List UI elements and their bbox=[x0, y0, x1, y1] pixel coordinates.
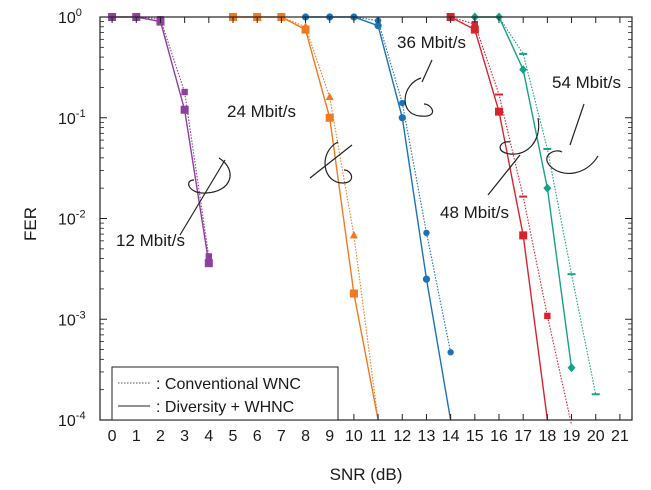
series-solid-marker-4-4 bbox=[567, 363, 576, 373]
series-solid-marker-2-4 bbox=[398, 114, 406, 122]
x-tick-label-10: 10 bbox=[345, 428, 363, 445]
annotation-label-3: 48 Mbit/s bbox=[440, 203, 509, 222]
x-tick-label-4: 4 bbox=[204, 428, 213, 445]
annotation-bracket-0 bbox=[188, 157, 231, 194]
x-tick-label-12: 12 bbox=[393, 428, 411, 445]
series-solid-marker-2-5 bbox=[422, 275, 431, 283]
series-dotted-line-3 bbox=[450, 16, 573, 425]
annotation-bracket-3 bbox=[499, 117, 540, 155]
series-solid-marker-3-3 bbox=[519, 231, 528, 240]
series-dotted-marker-0-4 bbox=[205, 253, 213, 260]
x-tick-label-11: 11 bbox=[370, 428, 387, 445]
y-tick-label-0: 100 bbox=[58, 7, 82, 27]
legend-label-diversity: : Diversity + WHNC bbox=[156, 399, 294, 416]
series-solid-marker-0-3 bbox=[180, 105, 189, 114]
annotation-label-1: 24 Mbit/s bbox=[227, 102, 296, 121]
series-solid-marker-1-3 bbox=[301, 25, 310, 34]
x-tick-label-13: 13 bbox=[418, 428, 436, 445]
x-tick-label-14: 14 bbox=[442, 428, 460, 445]
series-solid-marker-2-3 bbox=[374, 22, 382, 30]
annotation-leader-1 bbox=[309, 144, 353, 179]
x-tick-label-19: 19 bbox=[563, 428, 581, 445]
x-tick-label-17: 17 bbox=[514, 428, 532, 445]
series-solid-marker-4-3 bbox=[543, 183, 552, 193]
series-dotted-marker-2-4 bbox=[399, 99, 406, 107]
x-tick-label-9: 9 bbox=[325, 428, 334, 445]
y-tick-label-4: 10-4 bbox=[58, 410, 86, 430]
y-tick-label-1: 10-1 bbox=[58, 108, 86, 128]
x-tick-label-21: 21 bbox=[611, 428, 629, 445]
annotation-leader-4 bbox=[569, 103, 585, 146]
x-tick-label-8: 8 bbox=[301, 428, 310, 445]
x-tick-label-18: 18 bbox=[538, 428, 556, 445]
x-tick-label-15: 15 bbox=[466, 428, 484, 445]
annotation-label-0: 12 Mbit/s bbox=[116, 231, 185, 250]
x-tick-label-2: 2 bbox=[156, 428, 165, 445]
annotation-bracket-4 bbox=[546, 150, 599, 174]
annotation-leader-0 bbox=[179, 159, 226, 236]
series-dotted-marker-1-5 bbox=[349, 230, 358, 239]
y-axis-label: FER bbox=[21, 207, 40, 241]
annotation-label-2: 36 Mbit/s bbox=[397, 33, 466, 52]
annotation-label-4: 54 Mbit/s bbox=[552, 73, 621, 92]
annotation-bracket-1 bbox=[324, 141, 353, 184]
series-dotted-marker-3-1 bbox=[471, 20, 479, 28]
x-tick-label-1: 1 bbox=[132, 428, 141, 445]
x-axis-label: SNR (dB) bbox=[330, 465, 403, 484]
series-solid-marker-0-4 bbox=[204, 259, 213, 268]
series-dotted-marker-3-4 bbox=[544, 312, 551, 320]
legend-box bbox=[111, 366, 339, 421]
y-tick-label-2: 10-2 bbox=[58, 209, 86, 229]
series-dotted-marker-0-3 bbox=[181, 88, 188, 96]
annotation-leader-2 bbox=[421, 59, 433, 83]
plot-background bbox=[100, 17, 632, 420]
x-tick-label-0: 0 bbox=[108, 428, 117, 445]
annotation-layer: 12 Mbit/s 24 Mbit/s 36 Mbit/s 48 Mbit/s 54 M… bbox=[116, 33, 621, 250]
legend-label-conventional: : Conventional WNC bbox=[156, 376, 301, 393]
series-dotted-marker-1-4 bbox=[325, 92, 334, 101]
series-solid-marker-3-2 bbox=[495, 107, 503, 116]
y-tick-label-3: 10-3 bbox=[58, 309, 86, 329]
x-tick-label-6: 6 bbox=[253, 428, 262, 445]
x-tick-label-3: 3 bbox=[180, 428, 189, 445]
x-tick-label-7: 7 bbox=[277, 428, 286, 445]
x-tick-label-5: 5 bbox=[229, 428, 238, 445]
x-tick-label-16: 16 bbox=[490, 428, 508, 445]
plot-area bbox=[100, 17, 632, 420]
legend: : Conventional WNC : Diversity + WHNC bbox=[111, 366, 339, 421]
series-solid-marker-3-1 bbox=[470, 25, 479, 34]
annotation-bracket-2 bbox=[404, 77, 434, 117]
x-tick-label-20: 20 bbox=[587, 428, 605, 445]
series-solid-marker-4-2 bbox=[519, 65, 528, 75]
axes-layer: 0 1 2 3 4 5 6 7 8 9 10 11 12 13 14 15 16 17 18 19 20 2110010-… bbox=[58, 7, 633, 445]
series-solid-marker-1-4 bbox=[325, 113, 334, 122]
annotation-leader-3 bbox=[487, 154, 521, 196]
series-dotted-marker-2-6 bbox=[447, 349, 454, 356]
series-solid-marker-1-5 bbox=[349, 289, 358, 298]
series-dotted-line-4 bbox=[474, 16, 597, 395]
series-dotted-marker-2-5 bbox=[423, 229, 430, 237]
